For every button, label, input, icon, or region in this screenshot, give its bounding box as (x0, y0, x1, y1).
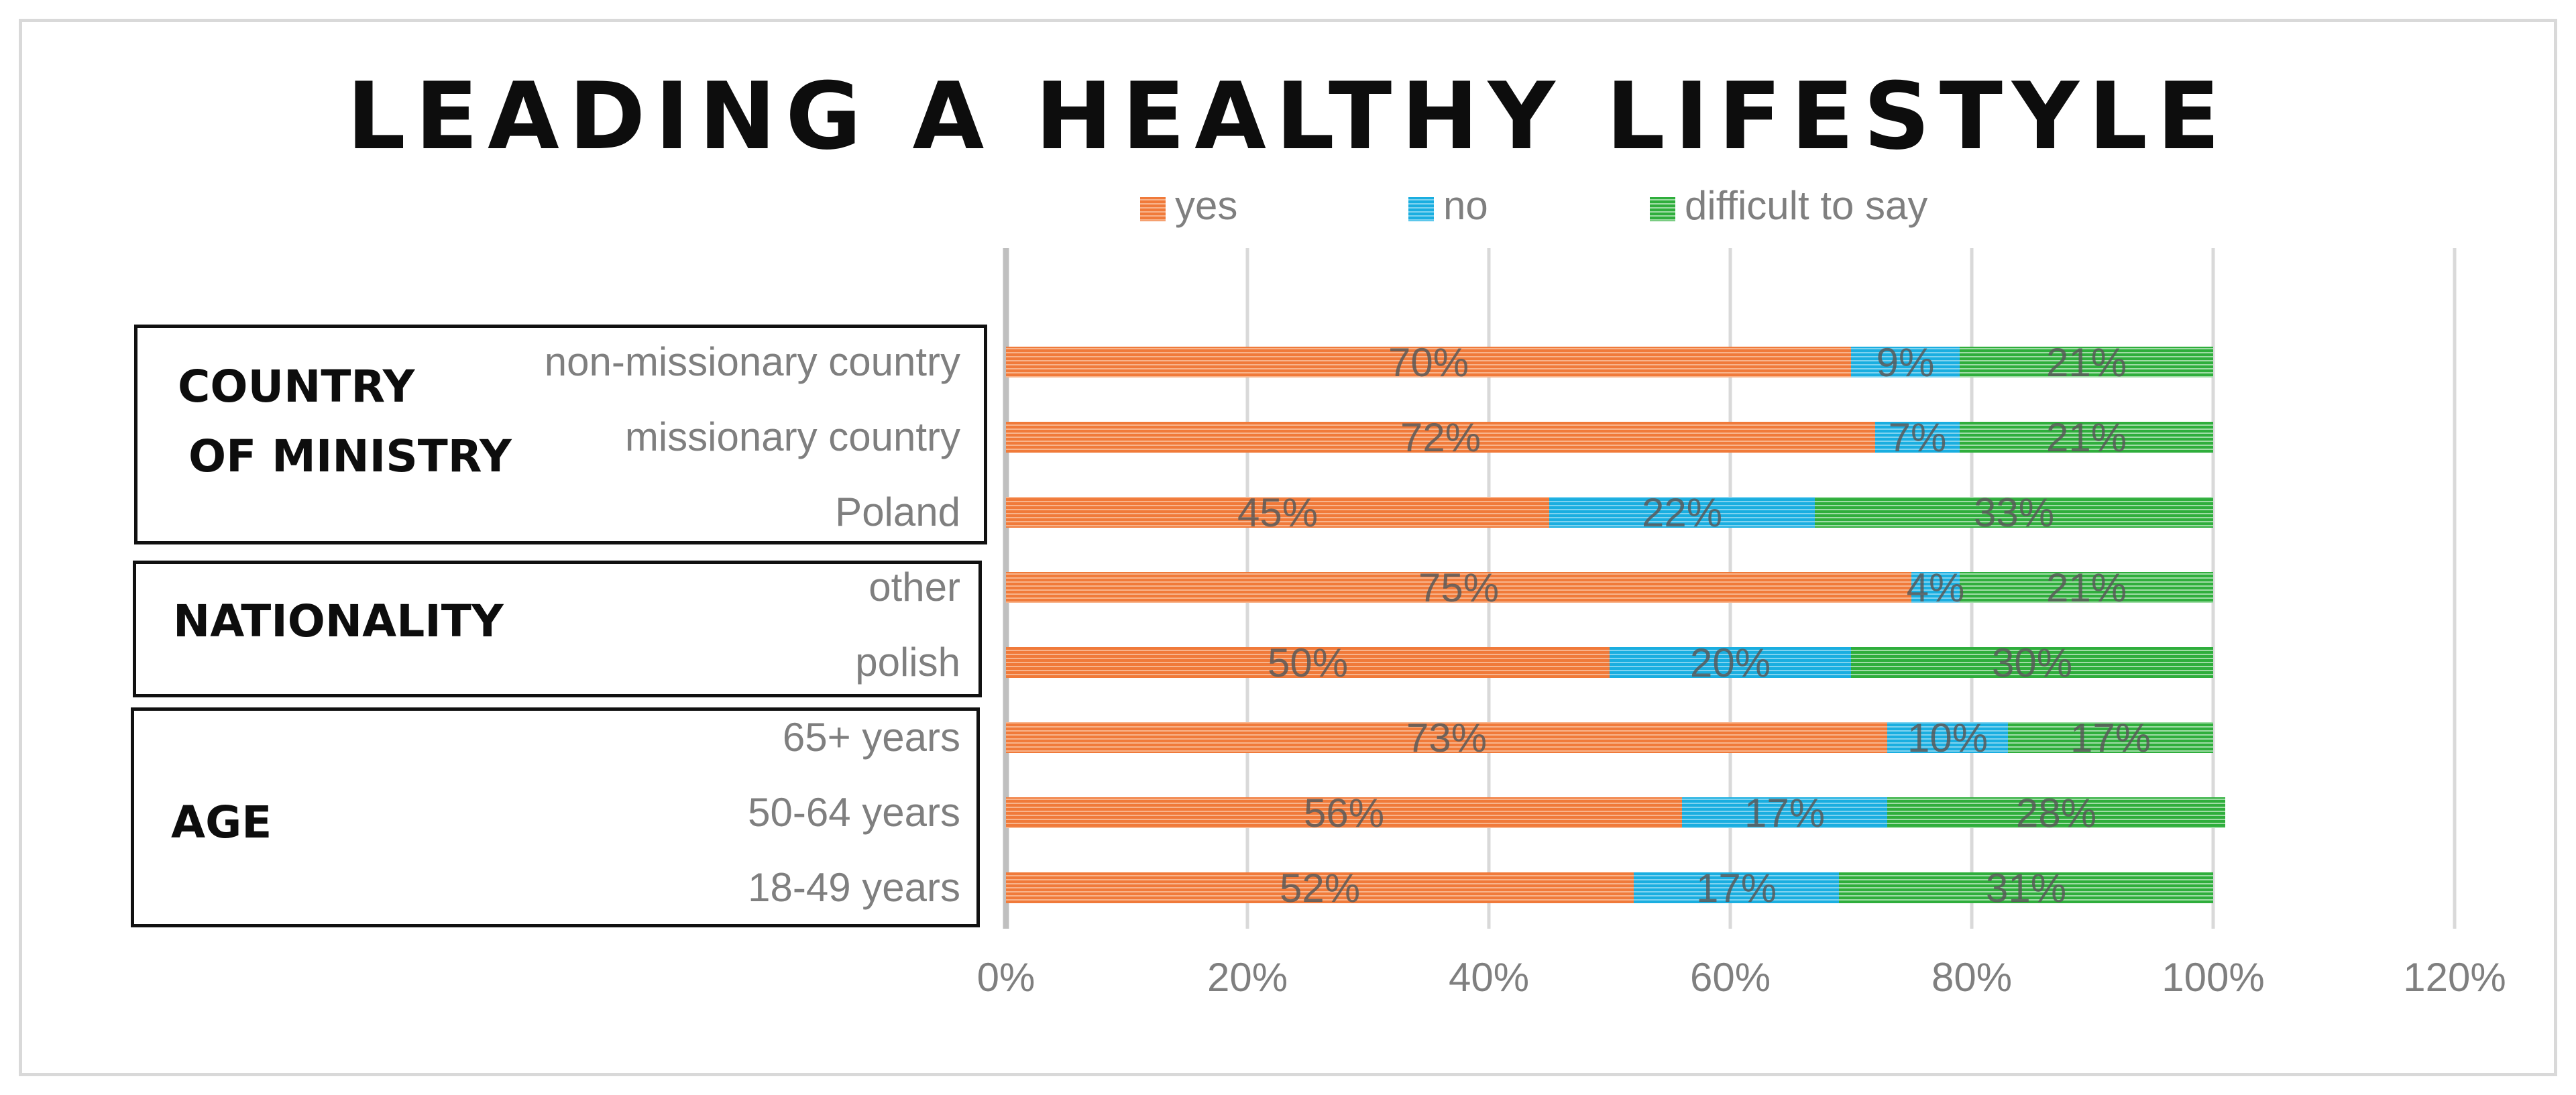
data-label: 20% (1690, 640, 1771, 685)
data-label: 30% (1992, 640, 2072, 685)
data-label: 73% (1406, 715, 1487, 760)
group-label: COUNTRY OF MINISTRY (178, 352, 512, 492)
group-label-line: COUNTRY (178, 361, 415, 412)
data-label: 7% (1889, 415, 1947, 460)
bar-yes-poland (1006, 497, 1549, 528)
data-label: 21% (2046, 415, 2127, 460)
bar-no-65-years (1887, 722, 2008, 753)
data-label: 33% (1974, 490, 2054, 535)
bar-no-poland (1549, 497, 1815, 528)
data-label: 52% (1280, 866, 1360, 911)
data-label: 50% (1268, 640, 1348, 685)
category-label-missionary-country: missionary country (625, 414, 960, 459)
x-tick-label: 80% (1931, 955, 2012, 1000)
group-label-line: AGE (171, 797, 272, 848)
group-box-age (131, 707, 980, 927)
data-label: 72% (1400, 415, 1481, 460)
bar-difficult-to-say-polish (1851, 647, 2213, 678)
group-label: NATIONALITY (173, 587, 504, 656)
bar-difficult-to-say-18-49-years (1839, 872, 2213, 903)
bar-difficult-to-say-65-years (2008, 722, 2213, 753)
category-label-18-49-years: 18-49 years (748, 865, 960, 910)
bar-yes-50-64-years (1006, 797, 1682, 828)
legend-label-no: no (1443, 183, 1488, 228)
data-label: 21% (2046, 565, 2127, 610)
data-label: 56% (1304, 791, 1384, 835)
data-label: 17% (1744, 791, 1825, 835)
data-label: 31% (1986, 866, 2066, 911)
legend-label-difficult-to-say: difficult to say (1685, 183, 1927, 228)
bar-yes-polish (1006, 647, 1610, 678)
group-box-nationality (133, 561, 982, 697)
group-label-line: OF MINISTRY (188, 430, 512, 483)
data-label: 17% (1696, 866, 1777, 911)
category-label-other: other (869, 565, 960, 610)
category-label-65-years: 65+ years (783, 715, 960, 760)
bar-yes-other (1006, 572, 1911, 603)
data-label: 70% (1388, 340, 1469, 385)
chart-title: LEADING A HEALTHY LIFESTYLE (346, 62, 2230, 170)
data-label: 9% (1877, 340, 1935, 385)
bar-no-non-missionary-country (1851, 347, 1960, 378)
legend-swatch-difficult-to-say (1650, 197, 1675, 221)
data-label: 28% (2016, 791, 2096, 835)
bar-no-50-64-years (1682, 797, 1887, 828)
bar-no-18-49-years (1634, 872, 1839, 903)
data-label: 21% (2046, 340, 2127, 385)
group-label-line: NATIONALITY (173, 595, 504, 647)
x-tick-label: 100% (2162, 955, 2264, 1000)
data-label: 10% (1907, 715, 1988, 760)
x-tick-label: 0% (977, 955, 1035, 1000)
x-tick-label: 60% (1690, 955, 1771, 1000)
bar-no-missionary-country (1875, 422, 1960, 453)
bar-difficult-to-say-non-missionary-country (1960, 347, 2213, 378)
bar-difficult-to-say-missionary-country (1960, 422, 2213, 453)
category-label-50-64-years: 50-64 years (748, 790, 960, 835)
bar-difficult-to-say-50-64-years (1887, 797, 2225, 828)
data-label: 4% (1907, 565, 1965, 610)
bar-no-polish (1610, 647, 1851, 678)
legend-swatch-yes (1140, 197, 1166, 221)
bar-difficult-to-say-poland (1815, 497, 2213, 528)
category-label-poland: Poland (835, 489, 960, 534)
bar-yes-18-49-years (1006, 872, 1634, 903)
legend-label-yes: yes (1175, 183, 1237, 228)
x-tick-label: 40% (1449, 955, 1529, 1000)
bar-yes-65-years (1006, 722, 1887, 753)
data-label: 22% (1642, 490, 1722, 535)
legend-swatch-no (1408, 197, 1434, 221)
group-box-country-of-ministry (134, 325, 987, 544)
category-label-polish: polish (855, 640, 960, 685)
x-tick-label: 20% (1207, 955, 1288, 1000)
category-label-non-missionary-country: non-missionary country (545, 339, 960, 384)
data-label: 17% (2070, 715, 2151, 760)
bar-yes-non-missionary-country (1006, 347, 1851, 378)
bar-no-other (1911, 572, 1960, 603)
group-label: AGE (171, 788, 272, 858)
x-tick-label: 120% (2403, 955, 2506, 1000)
bar-difficult-to-say-other (1960, 572, 2213, 603)
data-label: 45% (1237, 490, 1318, 535)
data-label: 75% (1418, 565, 1499, 610)
bar-yes-missionary-country (1006, 422, 1875, 453)
